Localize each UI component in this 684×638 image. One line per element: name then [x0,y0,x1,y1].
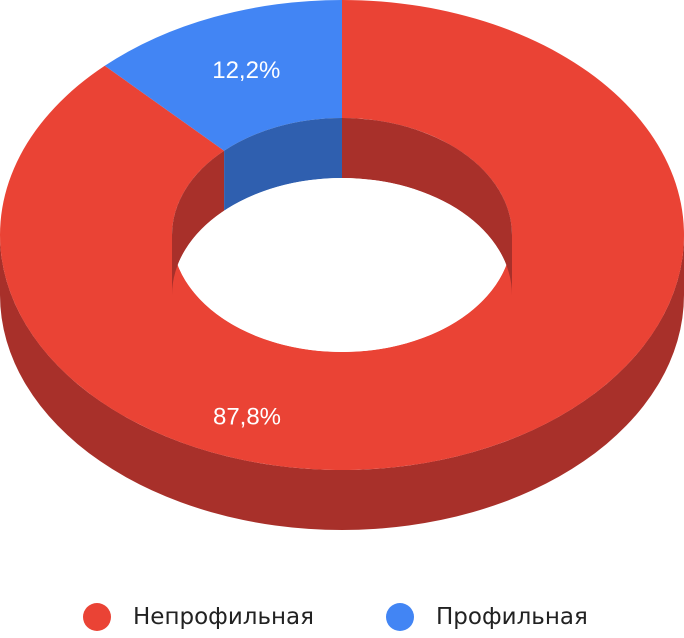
legend-label-non-core: Непрофильная [133,604,314,630]
legend-swatch-non-core [83,603,111,631]
legend-item-non-core[interactable]: Непрофильная [83,597,314,637]
donut-slice-non-core[interactable] [0,0,684,470]
legend-label-core: Профильная [436,604,588,630]
donut-chart: 87,8% 12,2% [0,0,684,530]
donut-slice-core[interactable] [104,0,343,151]
outer-wall-0 [0,235,684,530]
inner-wall-wrap-0 [172,150,225,295]
legend-swatch-core [386,603,414,631]
inner-wall-wrap-1 [224,118,342,211]
legend-item-core[interactable]: Профильная [386,597,588,637]
value-label-core: 12,2% [212,57,280,84]
inner-wall-0 [342,118,512,295]
value-label-non-core: 87,8% [213,403,281,430]
legend: Непрофильная Профильная [0,597,684,637]
donut-hole [172,178,512,352]
